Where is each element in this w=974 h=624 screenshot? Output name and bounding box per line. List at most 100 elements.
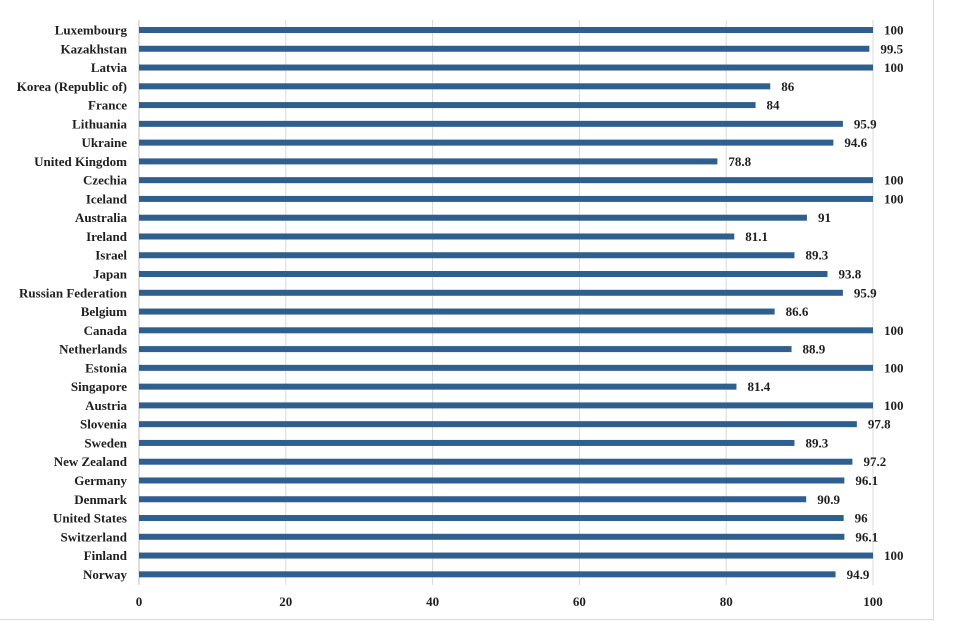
data-label: 100 xyxy=(884,548,904,563)
bar xyxy=(139,177,873,184)
category-label: Israel xyxy=(95,248,127,263)
category-label: Lithuania xyxy=(72,116,127,131)
category-label: Russian Federation xyxy=(19,285,128,300)
x-tick-label: 40 xyxy=(426,594,439,609)
bar xyxy=(139,289,843,296)
bar xyxy=(139,571,836,578)
bar xyxy=(139,421,857,428)
category-label: Ireland xyxy=(86,229,128,244)
category-label: United Kingdom xyxy=(34,154,127,169)
bar xyxy=(139,252,795,259)
bar xyxy=(139,402,873,409)
bar xyxy=(139,102,756,109)
bar xyxy=(139,214,807,221)
x-tick-label: 80 xyxy=(720,594,733,609)
bar xyxy=(139,27,873,33)
category-label: Singapore xyxy=(71,379,127,394)
category-label: Germany xyxy=(74,473,127,488)
bar xyxy=(139,552,873,559)
category-label: Latvia xyxy=(91,60,128,75)
data-label: 100 xyxy=(884,23,904,38)
category-label: Australia xyxy=(75,210,128,225)
bar xyxy=(139,439,795,446)
data-label: 100 xyxy=(884,191,904,206)
bar xyxy=(139,515,844,522)
category-label: Belgium xyxy=(81,304,127,319)
data-label: 81.1 xyxy=(745,229,768,244)
category-label: Kazakhstan xyxy=(61,41,128,56)
bar xyxy=(139,308,775,315)
bar xyxy=(139,158,718,165)
category-label: Denmark xyxy=(74,492,127,507)
data-label: 96.1 xyxy=(855,473,878,488)
bar xyxy=(139,496,807,503)
bar xyxy=(139,383,737,390)
category-label: Estonia xyxy=(85,360,127,375)
data-label: 100 xyxy=(884,360,904,375)
category-label: Netherlands xyxy=(59,342,127,357)
labels: 0 20 40 60 80 100 Luxembourg 100 Kazakhstan 99.5 L… xyxy=(17,23,904,610)
data-label: 95.9 xyxy=(854,116,877,131)
data-label: 96.1 xyxy=(855,529,878,544)
bar xyxy=(139,364,873,371)
category-label: Luxembourg xyxy=(55,23,128,38)
category-label: Norway xyxy=(83,567,128,582)
data-label: 100 xyxy=(884,173,904,188)
gridlines xyxy=(285,20,874,585)
data-label: 96 xyxy=(855,511,869,526)
data-label: 93.8 xyxy=(838,267,861,282)
bars xyxy=(139,27,873,578)
data-label: 89.3 xyxy=(805,435,828,450)
bar xyxy=(139,45,870,52)
data-label: 88.9 xyxy=(803,342,826,357)
bar xyxy=(139,120,843,127)
data-label: 95.9 xyxy=(854,285,877,300)
category-label: Sweden xyxy=(84,435,127,450)
category-label: Slovenia xyxy=(80,417,127,432)
category-label: United States xyxy=(53,511,127,526)
x-tick-label: 0 xyxy=(136,594,143,609)
data-label: 97.2 xyxy=(863,454,886,469)
data-label: 97.8 xyxy=(868,417,891,432)
bar xyxy=(139,346,792,353)
data-label: 91 xyxy=(818,210,831,225)
data-label: 100 xyxy=(884,323,904,338)
bar xyxy=(139,533,845,540)
category-label: Switzerland xyxy=(61,529,128,544)
x-tick-label: 100 xyxy=(863,594,883,609)
category-label: Canada xyxy=(84,323,128,338)
bar xyxy=(139,458,853,465)
data-label: 100 xyxy=(884,398,904,413)
category-label: France xyxy=(88,98,127,113)
category-label: Iceland xyxy=(86,191,128,206)
data-label: 94.9 xyxy=(847,567,870,582)
category-label: Japan xyxy=(93,267,128,282)
bar xyxy=(139,233,735,240)
data-label: 89.3 xyxy=(805,248,828,263)
data-label: 99.5 xyxy=(880,41,903,56)
category-label: Czechia xyxy=(83,173,128,188)
bar xyxy=(139,64,873,71)
data-label: 78.8 xyxy=(728,154,751,169)
bar xyxy=(139,327,873,334)
data-label: 84 xyxy=(767,98,781,113)
bar xyxy=(139,271,828,278)
x-tick-label: 20 xyxy=(279,594,292,609)
bar xyxy=(139,195,873,202)
x-tick-label: 60 xyxy=(573,594,586,609)
category-label: Korea (Republic of) xyxy=(17,79,127,94)
bar xyxy=(139,139,834,146)
category-label: Finland xyxy=(84,548,128,563)
data-label: 100 xyxy=(884,60,904,75)
chart-frame xyxy=(0,0,934,620)
data-label: 90.9 xyxy=(817,492,840,507)
data-label: 86.6 xyxy=(786,304,809,319)
bar xyxy=(139,477,845,484)
data-label: 86 xyxy=(781,79,795,94)
data-label: 94.6 xyxy=(844,135,867,150)
category-label: New Zealand xyxy=(54,454,128,469)
data-label: 81.4 xyxy=(747,379,770,394)
category-label: Ukraine xyxy=(82,135,128,150)
bar xyxy=(139,83,771,90)
